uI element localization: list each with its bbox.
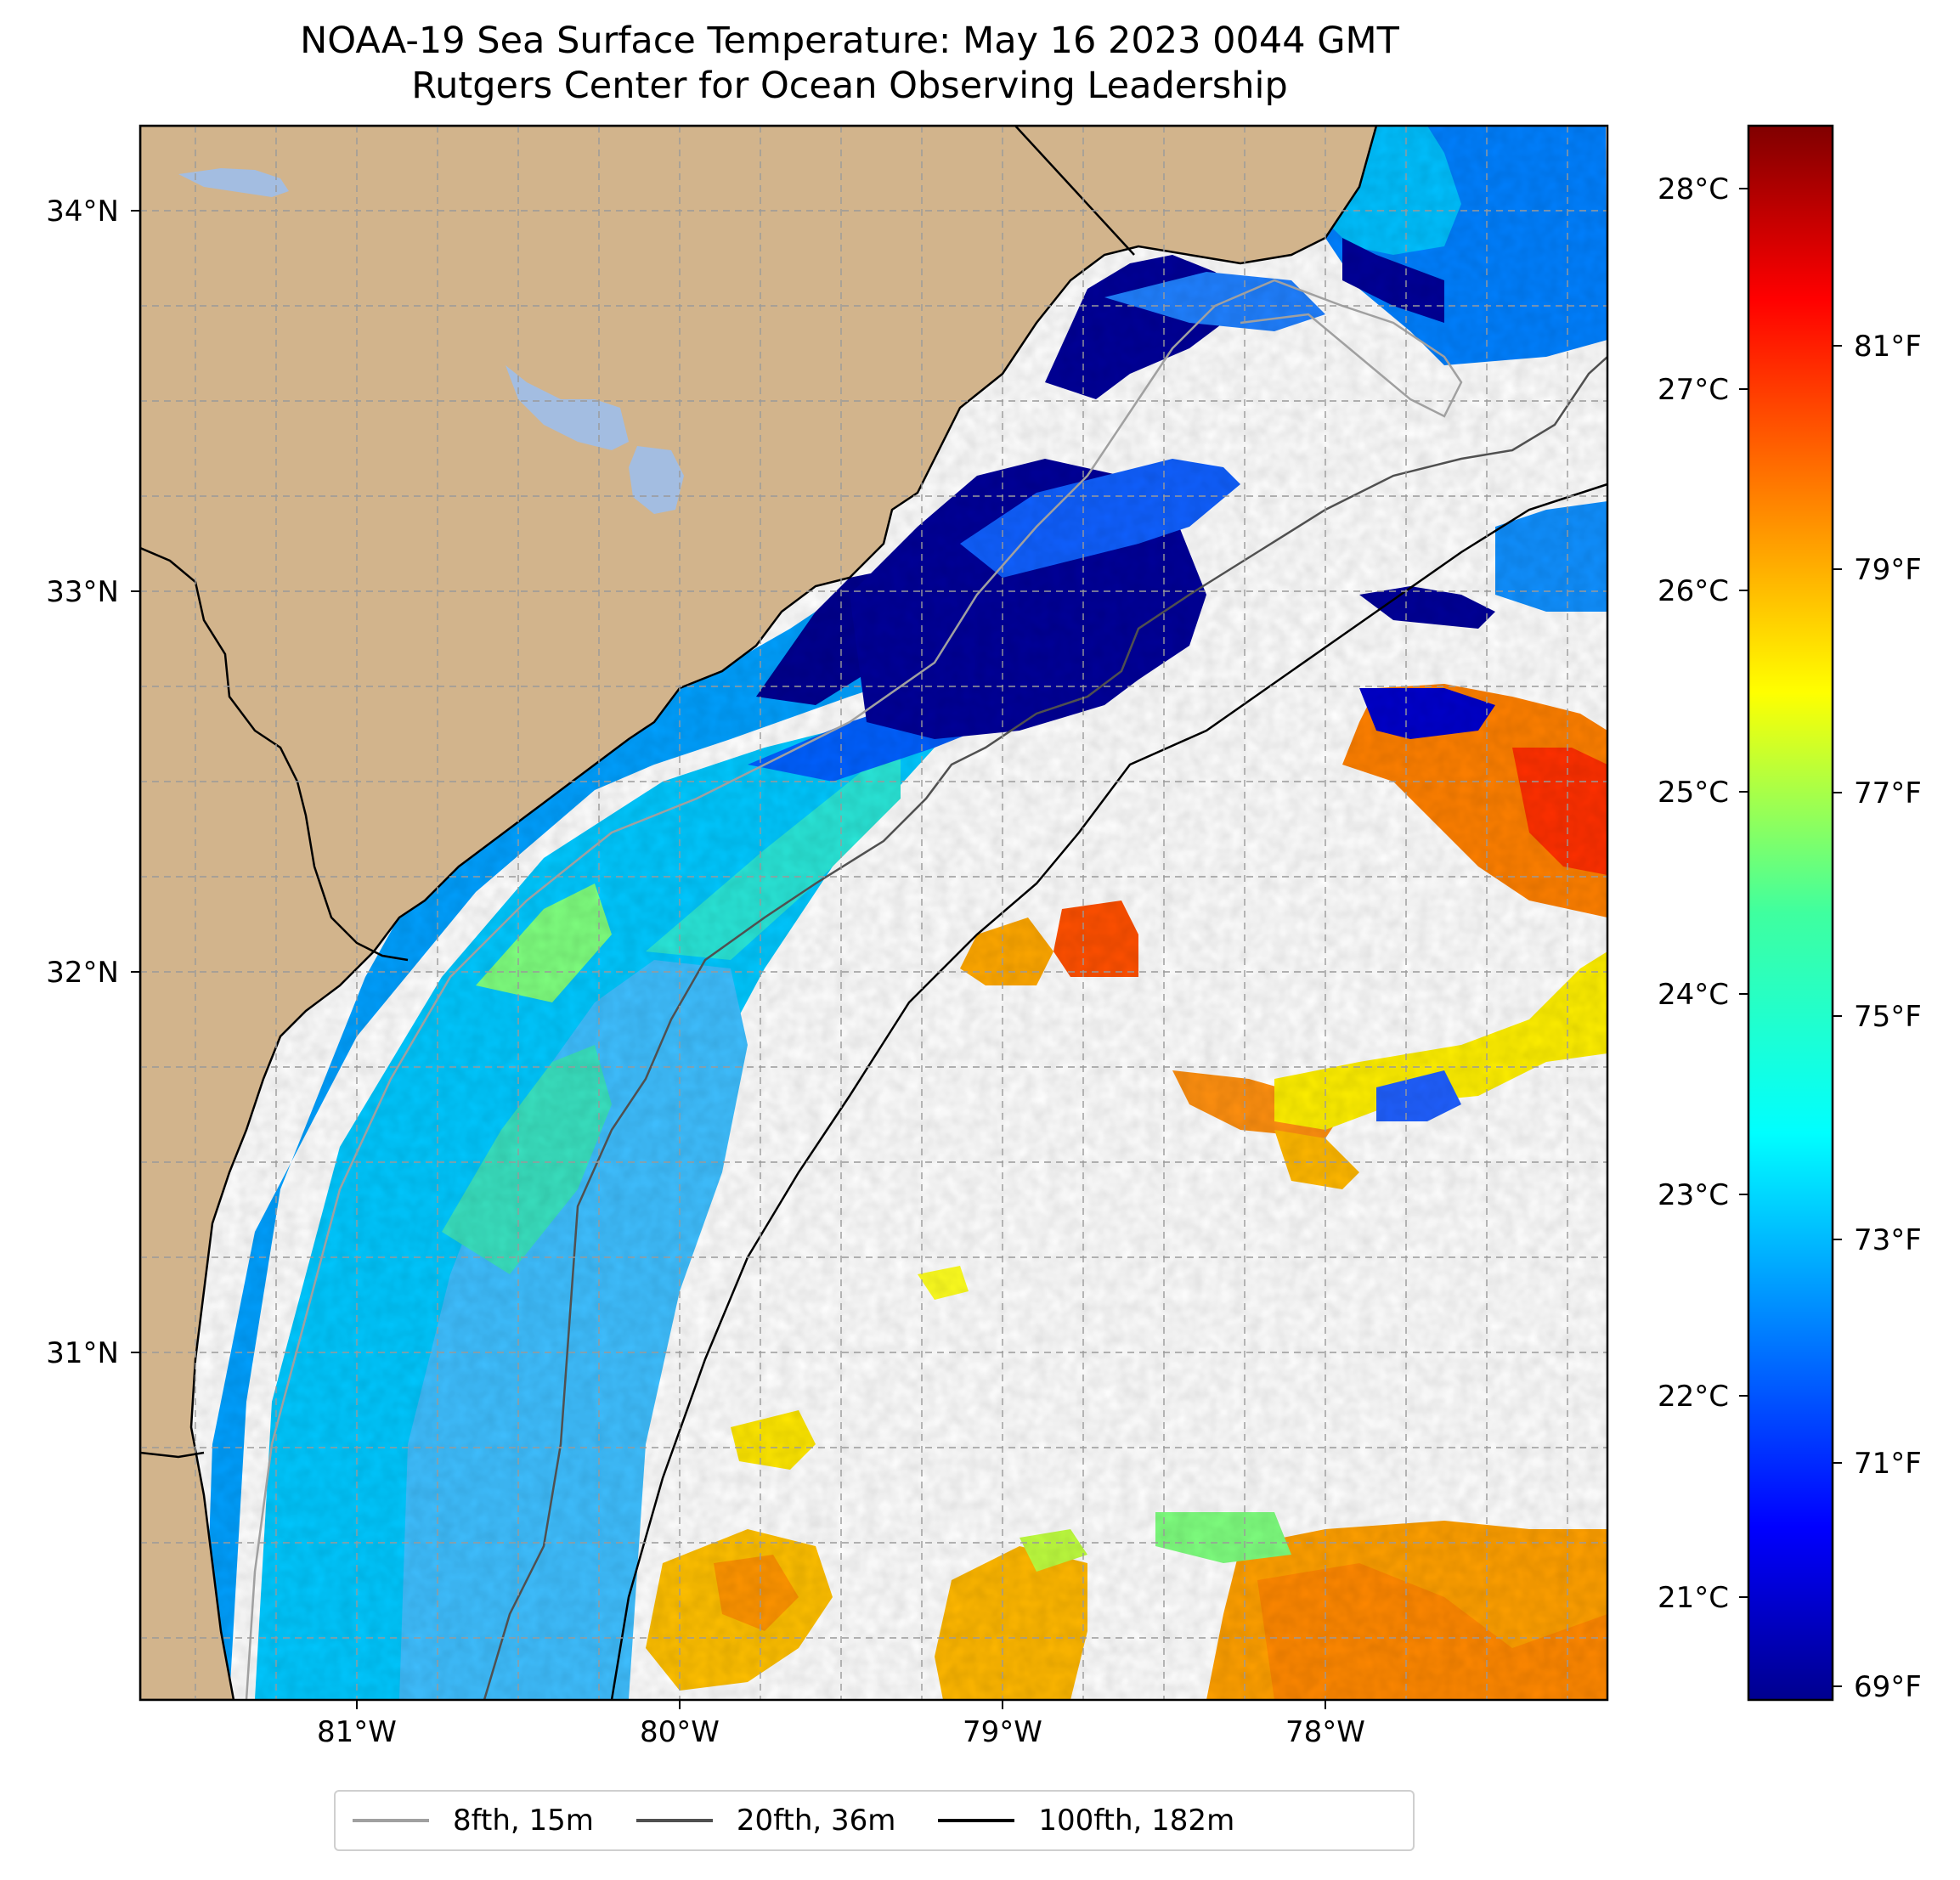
- legend-label-100fth: 100fth, 182m: [1038, 1804, 1235, 1838]
- legend-line-20fth: [635, 1819, 713, 1822]
- legend-line-8fth: [353, 1819, 429, 1822]
- lat-label-31: 31°N: [46, 1336, 119, 1370]
- title-line-2: Rutgers Center for Ocean Observing Leade…: [411, 65, 1288, 107]
- contour-20fth: [483, 356, 1607, 1700]
- state-boundary-nc-sc: [1014, 126, 1135, 256]
- map-frame: [138, 124, 1609, 1702]
- legend-label-20fth: 20fth, 36m: [736, 1804, 896, 1838]
- land: [140, 126, 1378, 1700]
- legend-label-8fth: 8fth, 15m: [453, 1804, 594, 1838]
- contour-legend: 8fth, 15m 20fth, 36m 100fth, 182m: [334, 1790, 1415, 1851]
- lat-label-32: 32°N: [46, 956, 119, 990]
- lat-label-34: 34°N: [46, 195, 119, 229]
- legend-item-20fth: 20fth, 36m: [635, 1804, 896, 1838]
- gridlines: [140, 126, 1607, 1700]
- contour-8fth: [245, 279, 1463, 1700]
- contour-100fth: [610, 483, 1607, 1700]
- state-boundary-ga-fl: [140, 1451, 205, 1459]
- legend-item-8fth: 8fth, 15m: [353, 1804, 594, 1838]
- figure-title: NOAA-19 Sea Surface Temperature: May 16 …: [0, 19, 1699, 109]
- lakes: [178, 168, 684, 514]
- lon-label-81: 81°W: [317, 1715, 397, 1749]
- axis-ticks: [131, 210, 1326, 1709]
- lat-label-33: 33°N: [46, 575, 119, 609]
- lon-label-80: 80°W: [640, 1715, 720, 1749]
- state-boundary-sc-ga: [140, 546, 409, 962]
- legend-item-100fth: 100fth, 182m: [938, 1804, 1234, 1838]
- lon-label-79: 79°W: [963, 1715, 1042, 1749]
- lon-label-78: 78°W: [1285, 1715, 1365, 1749]
- title-line-1: NOAA-19 Sea Surface Temperature: May 16 …: [300, 20, 1399, 62]
- legend-line-100fth: [938, 1819, 1015, 1822]
